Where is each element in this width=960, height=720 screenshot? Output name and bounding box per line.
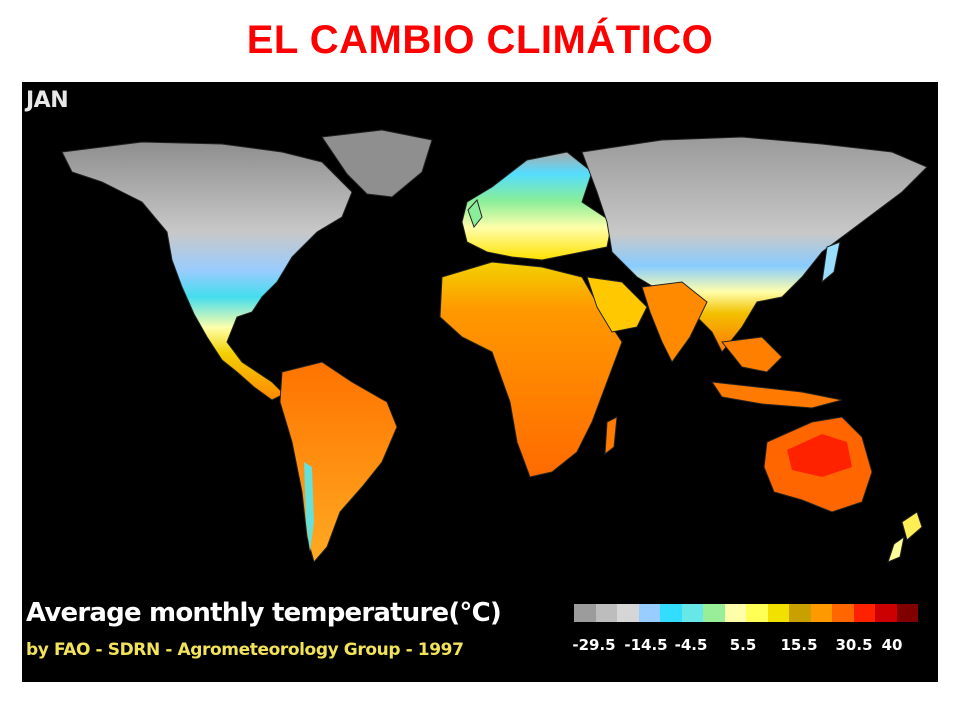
legend-label: 30.5 xyxy=(835,636,873,654)
world-map-graphic xyxy=(61,129,928,564)
landmass-asia xyxy=(581,136,928,353)
map-credit: by FAO - SDRN - Agrometeorology Group - … xyxy=(26,640,464,660)
landmass-uk xyxy=(467,199,483,229)
legend-label: -29.5 xyxy=(572,636,616,654)
landmass-africa xyxy=(439,261,623,478)
legend-swatch xyxy=(703,604,725,622)
landmass-indonesia xyxy=(710,381,843,409)
legend-label: 40 xyxy=(881,636,903,654)
landmass-europe xyxy=(461,151,613,261)
legend-label: 5.5 xyxy=(729,636,757,654)
australia-hot-zone xyxy=(787,434,852,477)
legend-label: 15.5 xyxy=(780,636,818,654)
landmass-japan xyxy=(821,241,841,284)
landmass-north-america xyxy=(61,141,353,401)
legend-label: -4.5 xyxy=(674,636,708,654)
landmass-india xyxy=(641,281,708,363)
legend-swatch xyxy=(853,604,875,622)
legend-swatch xyxy=(617,604,639,622)
legend-swatch xyxy=(875,604,897,622)
legend-swatch xyxy=(595,604,617,622)
temperature-legend: -29.5 -14.5 -4.5 5.5 15.5 30.5 40 xyxy=(572,602,918,662)
map-caption: Average monthly temperature(°C) xyxy=(26,598,502,628)
month-label: JAN xyxy=(26,88,69,113)
legend-swatch xyxy=(724,604,746,622)
landmass-madagascar xyxy=(604,416,618,456)
legend-swatch xyxy=(681,604,703,622)
slide-title: EL CAMBIO CLIMÁTICO xyxy=(246,18,714,62)
legend-labels: -29.5 -14.5 -4.5 5.5 15.5 30.5 40 xyxy=(572,636,917,656)
landmass-new-zealand-south xyxy=(887,535,905,563)
legend-label: -14.5 xyxy=(624,636,668,654)
landmass-new-zealand xyxy=(901,511,923,541)
landmass-south-america xyxy=(279,361,398,564)
legend-swatch xyxy=(574,604,596,622)
legend-swatch xyxy=(638,604,660,622)
legend-swatch xyxy=(810,604,832,622)
andes-region xyxy=(304,462,314,552)
legend-swatch xyxy=(767,604,789,622)
landmass-southeast-asia xyxy=(721,336,783,373)
landmass-arabia xyxy=(586,276,648,333)
temperature-map: JAN Average monthly temperature(°C) by F… xyxy=(22,82,938,682)
legend-swatch xyxy=(746,604,768,622)
legend-swatch xyxy=(660,604,682,622)
legend-color-scale xyxy=(574,604,918,622)
legend-swatch xyxy=(896,604,918,622)
legend-swatch xyxy=(832,604,854,622)
legend-swatch xyxy=(789,604,811,622)
landmass-greenland xyxy=(321,129,433,198)
